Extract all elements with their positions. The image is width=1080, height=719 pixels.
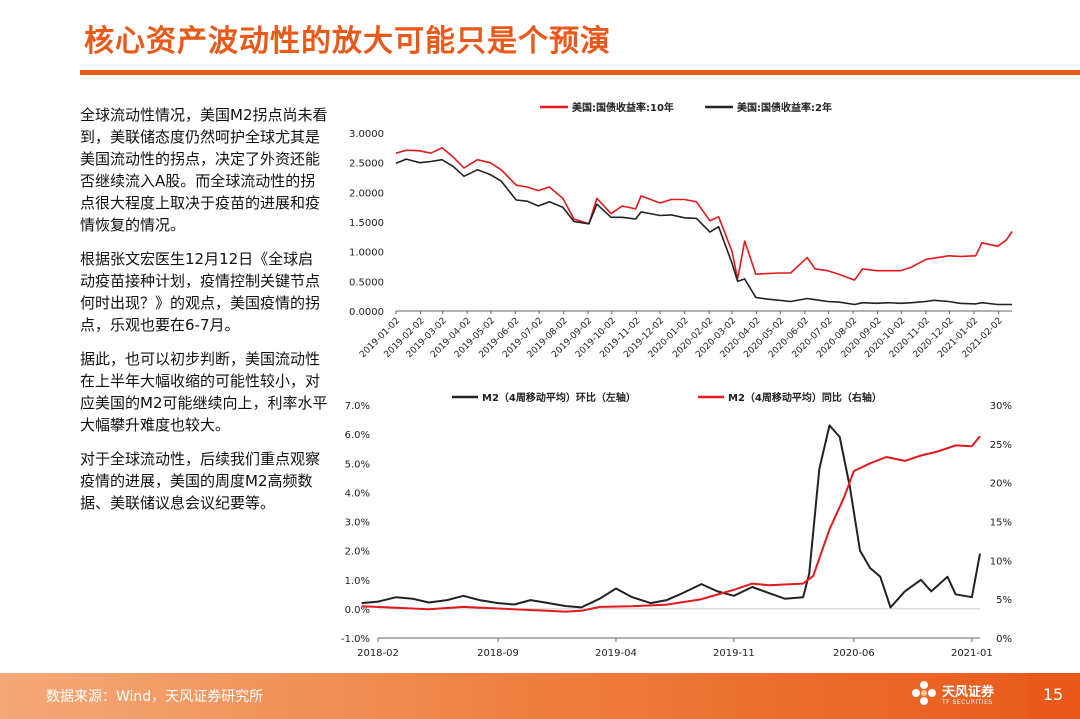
logo-text: 天风证券 [942, 685, 995, 700]
y-left-tick-label: 5.0% [345, 459, 370, 470]
x-tick-label: 2018-02 [357, 648, 399, 659]
footer-bar: 数据来源：Wind，天风证券研究所 天风证券 TF SECURITIES [0, 673, 1080, 719]
y-right-tick-label: 5% [996, 595, 1012, 606]
series-line-1 [395, 146, 1013, 281]
page-title: 核心资产波动性的放大可能只是个预演 [84, 24, 611, 59]
y-tick-label: 2.5000 [349, 159, 384, 170]
y-left-tick-label: 4.0% [345, 488, 370, 499]
legend-label-1: 美国:国债收益率:10年 [572, 101, 674, 114]
y-right-tick-label: 30% [990, 401, 1012, 412]
x-tick-label: 2019-11 [713, 648, 755, 659]
legend-label-2: 美国:国债收益率:2年 [737, 101, 832, 114]
series-line-2 [361, 435, 981, 613]
y-left-tick-label: 7.0% [345, 401, 370, 412]
x-tick-label: 2020-06 [833, 648, 875, 659]
y-tick-label: 0.5000 [349, 277, 384, 288]
treasury-yield-chart: 美国:国债收益率:10年 美国:国债收益率:2年 0.0000 0.5000 1.000… [349, 101, 1013, 360]
paragraph-4: 对于全球流动性，后续我们重点观察疫情的进展，美国的周度M2高频数据、美联储议息会… [80, 450, 321, 512]
y-right-tick-label: 15% [990, 518, 1012, 529]
series-line-2 [395, 158, 1012, 306]
logo-mark-icon [912, 681, 936, 705]
paragraph-2: 根据张文宏医生12月12日《全球启动疫苗接种计划，疫情控制关键节点何时出现？》的… [80, 250, 321, 334]
y-tick-label: 2.0000 [349, 188, 384, 199]
y-tick-label: 1.5000 [349, 218, 384, 229]
commentary-text: 全球流动性情况，美国M2拐点尚未看到，美联储态度仍然呵护全球尤其是美国流动性的拐… [80, 104, 328, 526]
paragraph-1: 全球流动性情况，美国M2拐点尚未看到，美联储态度仍然呵护全球尤其是美国流动性的拐… [80, 106, 328, 234]
x-tick-label: 2018-09 [477, 648, 519, 659]
y-left-tick-label: 1.0% [345, 576, 370, 587]
y-right-tick-label: 25% [990, 440, 1012, 451]
m2-growth-chart: M2（4周移动平均）环比（左轴） M2（4周移动平均）同比（右轴） -1.0% 0.0… [341, 391, 1012, 659]
y-left-tick-label: 2.0% [345, 547, 370, 558]
legend-label-2: M2（4周移动平均）同比（右轴） [728, 391, 882, 404]
y-tick-label: 3.0000 [349, 129, 384, 140]
y-left-tick-label: 6.0% [345, 430, 370, 441]
y-left-tick-label: 3.0% [345, 518, 370, 529]
title-divider [80, 70, 1080, 75]
page-number-box: 15 [1026, 673, 1080, 719]
x-tick-label: 2021-01 [951, 648, 993, 659]
x-tick-label: 2019-04 [595, 648, 637, 659]
y-tick-label: 0.0000 [349, 307, 384, 318]
series-line-1 [361, 424, 981, 609]
legend-label-1: M2（4周移动平均）环比（左轴） [482, 391, 636, 404]
company-logo: 天风证券 TF SECURITIES [910, 679, 1006, 713]
y-right-tick-label: 20% [990, 479, 1012, 490]
y-tick-label: 1.0000 [349, 248, 384, 259]
y-right-tick-label: 10% [990, 556, 1012, 567]
y-left-tick-label: -1.0% [341, 634, 370, 645]
y-right-tick-label: 0% [996, 634, 1012, 645]
y-left-tick-label: 0.0% [345, 605, 370, 616]
page-number: 15 [1042, 685, 1064, 704]
data-source: 数据来源：Wind，天风证券研究所 [46, 689, 264, 705]
paragraph-3: 据此，也可以初步判断，美国流动性在上半年大幅收缩的可能性较小，对应美国的M2可能… [80, 350, 328, 434]
logo-subtext: TF SECURITIES [942, 699, 993, 706]
